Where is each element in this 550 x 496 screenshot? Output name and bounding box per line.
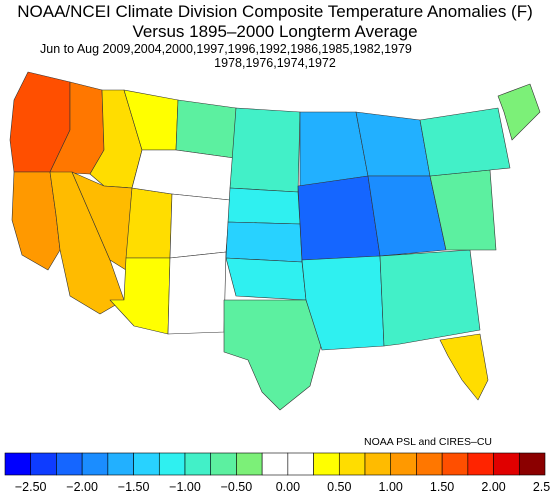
region-northeast [419, 107, 511, 177]
legend-tick-label: 1.50 [429, 480, 455, 494]
title-line-1: NOAA/NCEI Climate Division Composite Tem… [17, 2, 533, 21]
legend-tick-label: 1.00 [378, 480, 403, 494]
region-iowa-illinois [297, 175, 381, 261]
region-colorado [169, 193, 231, 259]
region-montana-east [175, 99, 237, 159]
legend-swatch [4, 452, 32, 476]
legend-tick-label: 0.00 [275, 480, 301, 494]
legend-swatch [56, 452, 83, 476]
period-line: Jun to Aug 2009,2004,2000,1997,1996,1992… [40, 42, 412, 56]
legend-tick-label: −1.00 [169, 480, 201, 494]
legend-swatch [158, 452, 186, 476]
region-dakotas [229, 107, 301, 193]
region-arkansas-louisiana [301, 255, 385, 351]
legend-swatch [287, 452, 314, 476]
title-line-2: Versus 1895–2000 Longterm Average [132, 22, 418, 41]
legend-swatch [30, 452, 57, 476]
legend-colorbar [4, 452, 546, 476]
region-new-mexico [167, 251, 227, 335]
legend-swatch [81, 452, 109, 476]
legend-swatch [441, 452, 469, 476]
legend-swatch [210, 452, 237, 476]
legend-swatch [493, 452, 520, 476]
region-kansas [225, 221, 303, 263]
legend-swatch [390, 452, 417, 476]
credit-label: NOAA PSL and CIRES–CU [364, 436, 492, 448]
region-oklahoma [225, 257, 307, 301]
region-florida [439, 333, 489, 401]
years-line-2: 1978,1976,1974,1972 [214, 56, 336, 70]
legend-swatch [133, 452, 160, 476]
legend-swatch [416, 452, 443, 476]
legend-tick-label: 2.00 [481, 480, 506, 494]
region-texas [223, 299, 323, 411]
region-great-lakes [355, 111, 431, 177]
legend-tick-label: −0.50 [220, 480, 253, 494]
legend-swatch [261, 452, 289, 476]
legend-swatch [467, 452, 494, 476]
legend-swatch [313, 452, 340, 476]
legend-tick-label: −2.50 [14, 480, 47, 494]
legend-swatch [364, 452, 392, 476]
legend-tick-label: −1.50 [117, 480, 150, 494]
legend-tick-label: −2.00 [66, 480, 98, 494]
region-southeast [379, 249, 481, 347]
us-anomaly-map [9, 71, 541, 411]
legend-swatch [236, 452, 263, 476]
legend-tick-label: 0.50 [327, 480, 352, 494]
region-utah [125, 187, 173, 259]
region-maine [497, 83, 541, 141]
legend-swatch [518, 452, 546, 476]
legend-swatch [107, 452, 134, 476]
region-nebraska [227, 187, 301, 225]
legend-tick-label: 2.50 [532, 480, 550, 494]
legend-swatch [184, 452, 212, 476]
legend-swatch [338, 452, 366, 476]
